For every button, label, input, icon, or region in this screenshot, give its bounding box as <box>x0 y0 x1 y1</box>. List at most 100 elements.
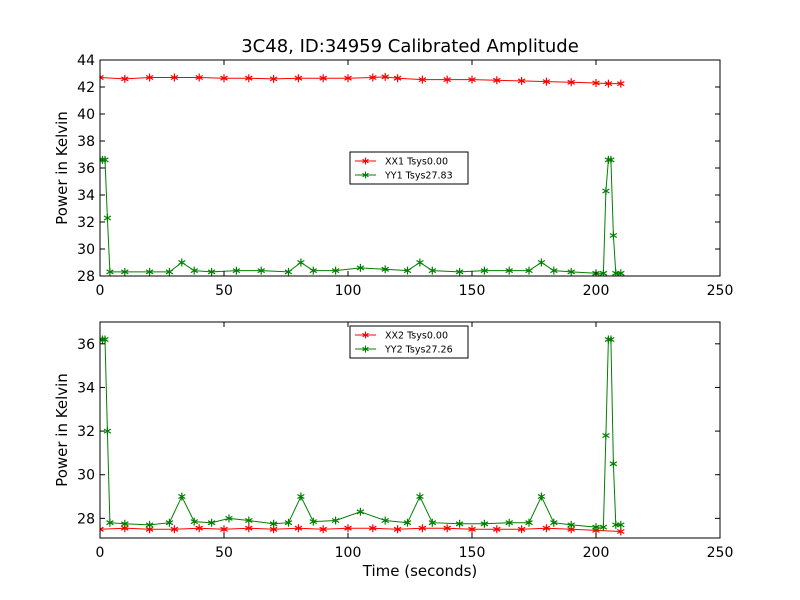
y-tick-label: 32 <box>77 215 95 231</box>
data-point <box>381 265 389 274</box>
x-tick-label: 150 <box>459 545 486 561</box>
data-point <box>416 258 424 267</box>
subplot-1: 0 50 100 150 200 250 28 30 32 34 36 38 40 42 44 3C48, I… <box>53 36 733 299</box>
data-point <box>599 523 608 532</box>
data-point <box>493 76 501 85</box>
data-point <box>356 507 365 516</box>
data-point <box>100 525 104 534</box>
data-point <box>607 335 615 344</box>
legend-box <box>349 151 469 185</box>
data-point <box>609 459 618 468</box>
data-point <box>170 525 179 534</box>
x-tick-label: 200 <box>583 283 610 299</box>
chart-title: 3C48, ID:34959 Calibrated Amplitude <box>241 36 579 57</box>
x-tick-label: 150 <box>459 283 486 299</box>
data-point <box>369 524 377 533</box>
data-point <box>607 155 615 164</box>
data-point <box>537 258 546 267</box>
data-point <box>245 516 253 525</box>
y-axis-label: Power in Kelvin <box>53 373 71 487</box>
data-point <box>480 519 489 528</box>
data-point <box>592 79 600 87</box>
data-point <box>106 267 114 276</box>
data-point <box>257 266 265 275</box>
data-point <box>269 519 278 528</box>
axes-frame <box>99 321 721 539</box>
data-point <box>443 75 451 84</box>
legend-label: YY1 Tsys27.83 <box>384 171 453 182</box>
data-point <box>319 525 327 534</box>
data-point <box>101 335 109 344</box>
data-point <box>284 267 293 276</box>
data-point <box>443 524 451 533</box>
y-tick-label: 28 <box>77 269 95 285</box>
x-axis-label: Time (seconds) <box>362 562 478 580</box>
subplot-2: 0 50 100 150 200 250 28 30 32 34 36 Power in Kelvin… <box>53 321 734 580</box>
y-tick-label: 40 <box>77 107 95 123</box>
x-tick-label: 100 <box>335 545 362 561</box>
data-point <box>103 214 112 222</box>
data-point <box>416 492 424 501</box>
y-tick-label: 42 <box>77 80 95 96</box>
data-point <box>165 518 174 527</box>
data-point <box>145 73 154 82</box>
data-point <box>195 524 203 533</box>
data-point <box>609 231 618 240</box>
data-point <box>106 518 114 527</box>
x-tick-label: 50 <box>215 283 233 299</box>
legend-swatch-marker <box>362 331 369 339</box>
data-point <box>428 266 437 275</box>
data-point <box>418 524 427 533</box>
data-point <box>381 516 389 525</box>
series-1-1 <box>100 72 625 88</box>
data-point <box>480 266 489 275</box>
data-point <box>403 518 412 527</box>
y-tick-label: 30 <box>77 468 95 484</box>
data-point <box>294 524 303 533</box>
series-line <box>100 527 621 532</box>
data-point <box>331 516 340 525</box>
data-point <box>145 267 154 276</box>
data-point <box>369 73 377 82</box>
data-point <box>178 492 186 501</box>
data-point <box>393 525 402 534</box>
data-point <box>284 518 293 527</box>
data-point <box>550 266 558 275</box>
data-point <box>100 73 104 82</box>
data-point <box>269 74 278 83</box>
series-line <box>100 339 621 528</box>
legend: XX2 Tsys0.00 YY2 Tsys27.26 <box>349 325 469 359</box>
data-point <box>592 523 600 532</box>
data-point <box>567 78 575 87</box>
data-point <box>602 187 610 195</box>
data-point <box>525 266 533 275</box>
y-tick-label: 34 <box>77 188 95 204</box>
data-point <box>617 520 625 529</box>
data-point <box>517 76 526 85</box>
data-point <box>225 514 233 523</box>
data-point <box>344 74 352 83</box>
data-point <box>455 519 464 528</box>
y-tick-label: 30 <box>77 242 95 258</box>
data-point <box>542 524 551 533</box>
x-tick-label: 250 <box>707 545 734 561</box>
x-tick-label: 50 <box>215 545 233 561</box>
data-point <box>455 267 464 276</box>
legend: XX1 Tsys0.00 YY1 Tsys27.83 <box>349 151 469 185</box>
data-point <box>517 525 526 534</box>
x-tick-label: 200 <box>583 545 610 561</box>
data-point <box>232 266 241 275</box>
data-point <box>220 74 228 83</box>
data-point <box>493 525 501 534</box>
y-tick-label: 36 <box>77 337 95 353</box>
x-tick-label: 0 <box>96 283 105 299</box>
data-point <box>428 518 437 527</box>
data-point <box>207 518 216 527</box>
legend-label: XX1 Tsys0.00 <box>385 157 448 168</box>
data-point <box>309 266 318 275</box>
data-point <box>294 74 303 83</box>
data-point <box>101 155 109 164</box>
data-point <box>195 73 203 82</box>
data-point <box>468 75 476 84</box>
